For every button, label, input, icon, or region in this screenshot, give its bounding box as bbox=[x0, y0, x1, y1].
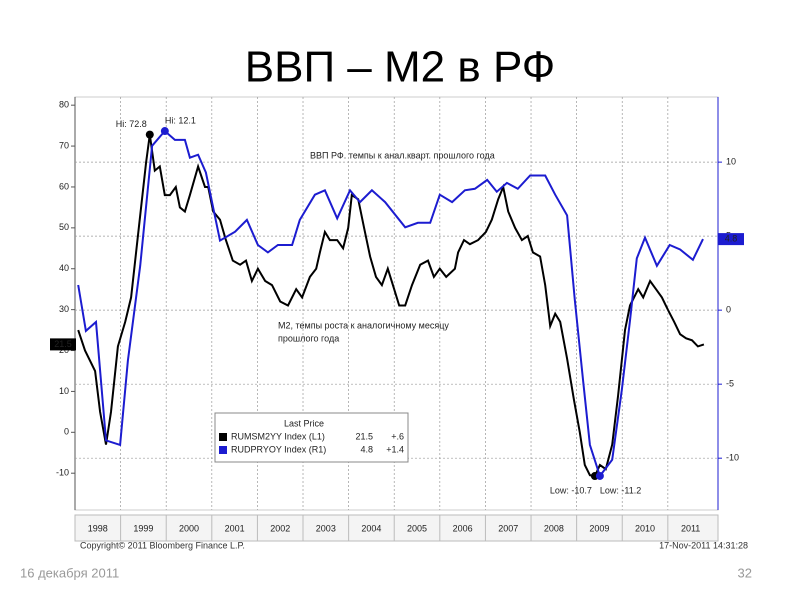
x-tick-label: 2007 bbox=[498, 523, 518, 533]
annotation: ВВП РФ. темпы к анал.кварт. прошлого год… bbox=[310, 150, 495, 160]
series-line bbox=[77, 129, 704, 479]
annotation: прошлого года bbox=[278, 333, 339, 343]
extreme-marker bbox=[595, 471, 604, 480]
last-value-label: 4.8 bbox=[725, 233, 738, 243]
y2-tick-label: -5 bbox=[726, 379, 734, 389]
series-line bbox=[77, 134, 705, 478]
x-tick-label: 2008 bbox=[544, 523, 564, 533]
annotation: М2, темпы роста к аналогичному месяцу bbox=[278, 320, 449, 330]
y2-tick-label: -10 bbox=[726, 453, 739, 463]
x-tick-label: 2009 bbox=[589, 523, 609, 533]
legend-swatch bbox=[219, 446, 227, 454]
x-tick-label: 2000 bbox=[179, 523, 199, 533]
y2-tick-label: 10 bbox=[726, 157, 736, 167]
legend-label: RUMSM2YY Index (L1) bbox=[231, 431, 325, 441]
y2-tick-label: 0 bbox=[726, 305, 731, 315]
legend-label: RUDPRYOY Index (R1) bbox=[231, 444, 326, 454]
x-tick-label: 2001 bbox=[225, 523, 245, 533]
extreme-label: Low: -10.7 bbox=[550, 485, 592, 495]
slide-title: ВВП – М2 в РФ bbox=[245, 43, 556, 92]
y-tick-label: 80 bbox=[59, 100, 69, 110]
legend-change: +1.4 bbox=[386, 444, 404, 454]
extreme-label: Hi: 72.8 bbox=[116, 119, 147, 129]
y-tick-label: -10 bbox=[56, 468, 69, 478]
legend-value: 4.8 bbox=[360, 444, 373, 454]
legend-title: Last Price bbox=[284, 418, 324, 428]
y-tick-label: 70 bbox=[59, 140, 69, 150]
last-value-label: 21.5 bbox=[54, 339, 72, 349]
slide-date: 16 декабря 2011 bbox=[20, 565, 119, 580]
y-tick-label: 0 bbox=[64, 427, 69, 437]
chart-area bbox=[50, 95, 760, 555]
last-value-tag bbox=[50, 338, 76, 351]
last-value-tag bbox=[718, 233, 744, 246]
x-tick-label: 2003 bbox=[316, 523, 336, 533]
legend-box bbox=[214, 412, 409, 463]
legend-value: 21.5 bbox=[355, 431, 373, 441]
extreme-label: Low: -11.2 bbox=[600, 485, 641, 495]
legend-change: +.6 bbox=[391, 431, 404, 441]
x-tick-label: 2005 bbox=[407, 523, 427, 533]
extreme-marker bbox=[160, 127, 169, 136]
x-tick-label: 2011 bbox=[681, 523, 700, 533]
x-tick-label: 1998 bbox=[88, 523, 108, 533]
timestamp: 17-Nov-2011 14:31:28 bbox=[659, 540, 748, 550]
y-tick-label: 60 bbox=[59, 181, 69, 191]
x-tick-label: 2006 bbox=[453, 523, 473, 533]
extreme-marker bbox=[145, 130, 154, 139]
extreme-label: Hi: 12.1 bbox=[165, 115, 196, 125]
x-tick-label: 1999 bbox=[133, 523, 153, 533]
y-tick-label: 40 bbox=[59, 263, 69, 273]
x-tick-label: 2002 bbox=[270, 523, 290, 533]
y-tick-label: 30 bbox=[59, 304, 69, 314]
copyright: Copyright© 2011 Bloomberg Finance L.P. bbox=[80, 540, 245, 550]
x-tick-label: 2010 bbox=[635, 523, 655, 533]
slide-number: 32 bbox=[738, 565, 752, 580]
legend-swatch bbox=[219, 433, 227, 441]
year-band bbox=[74, 514, 719, 542]
x-tick-label: 2004 bbox=[361, 523, 381, 533]
y-tick-label: 50 bbox=[59, 222, 69, 232]
y-tick-label: 10 bbox=[59, 386, 69, 396]
